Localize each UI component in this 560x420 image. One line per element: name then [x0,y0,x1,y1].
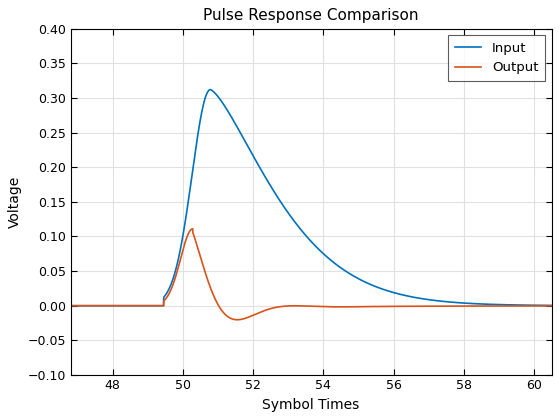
Title: Pulse Response Comparison: Pulse Response Comparison [203,8,419,24]
Input [265,181,272,186]
Output [517,303,524,308]
Line: Input: Input [71,89,560,306]
Input [206,88,212,93]
Output [234,317,241,322]
Input [517,302,524,307]
Input [234,124,240,129]
Input [524,303,531,308]
X-axis label: Symbol Times: Symbol Times [263,398,360,412]
Output [67,303,74,308]
Output [206,282,213,287]
Input [67,303,74,308]
Input [488,302,495,307]
Y-axis label: Voltage: Voltage [8,176,22,228]
Output [524,303,531,308]
Output [234,317,240,322]
Output [266,307,273,312]
Line: Output: Output [71,229,560,320]
Output [488,304,495,309]
Input [207,87,213,92]
Legend: Input, Output: Input, Output [449,35,545,81]
Output [189,226,196,231]
